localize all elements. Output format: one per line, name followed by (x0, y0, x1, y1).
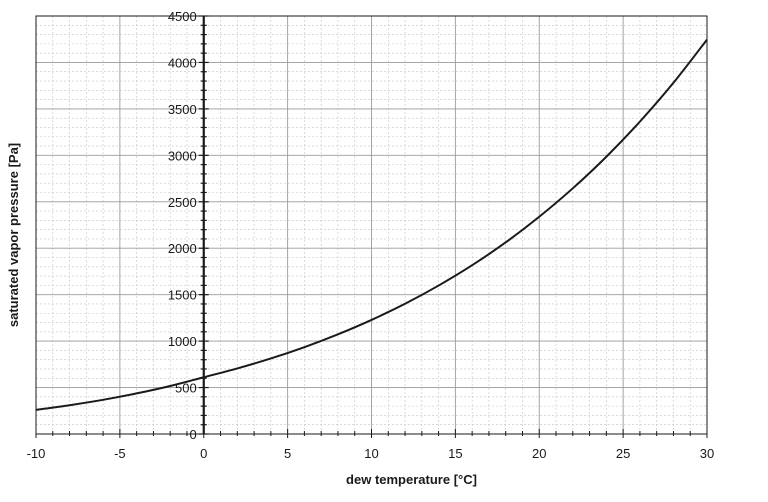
y-axis-title: saturated vapor pressure [Pa] (6, 143, 21, 327)
y-tick-label: 2500 (168, 195, 197, 210)
y-tick-label: 4500 (168, 9, 197, 24)
x-tick-label: -5 (114, 446, 126, 461)
x-axis-tick-labels: -10 -5 0 5 10 15 20 25 30 (27, 446, 715, 461)
x-tick-label: 30 (700, 446, 714, 461)
y-tick-label: 1500 (168, 288, 197, 303)
y-axis (35, 15, 708, 438)
series-group (35, 38, 708, 411)
y-tick-label: 3500 (168, 102, 197, 117)
y-tick-label: 4000 (168, 55, 197, 70)
x-tick-label: 5 (284, 446, 291, 461)
y-tick-label: 3000 (168, 148, 197, 163)
y-tick-label: 2000 (168, 241, 197, 256)
x-tick-label: 20 (532, 446, 546, 461)
y-tick-label: 1000 (168, 334, 197, 349)
series-line (35, 38, 708, 411)
x-tick-label: 25 (616, 446, 630, 461)
x-tick-label: -10 (27, 446, 46, 461)
grid (36, 16, 707, 434)
x-tick-label: 15 (448, 446, 462, 461)
x-axis-title: dew temperature [°C] (346, 472, 477, 487)
x-tick-label: 10 (364, 446, 378, 461)
x-tick-label: 0 (200, 446, 207, 461)
y-tick-label: 0 (190, 427, 197, 442)
